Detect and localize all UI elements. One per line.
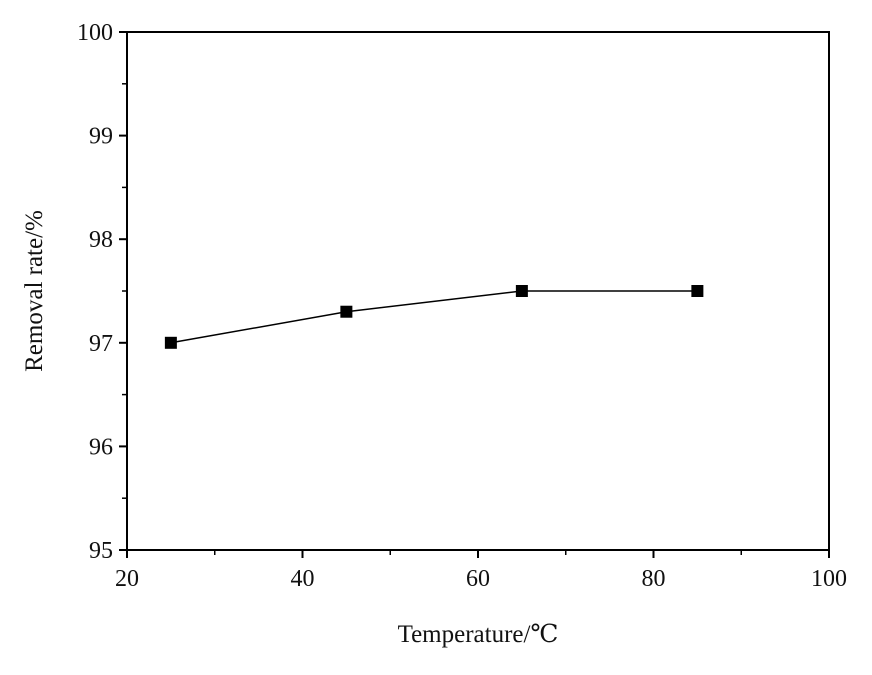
series-layer bbox=[164, 285, 704, 349]
x-tick-label: 20 bbox=[115, 566, 139, 592]
x-tick-label: 60 bbox=[466, 566, 490, 592]
data-point-marker bbox=[340, 305, 353, 318]
minor-ticks bbox=[122, 83, 742, 555]
y-tick-label: 99 bbox=[89, 124, 113, 150]
plot-frame bbox=[126, 31, 830, 551]
x-tick-labels: 20 40 60 80 100 bbox=[115, 566, 847, 592]
data-point-marker bbox=[691, 285, 704, 297]
x-tick-label: 100 bbox=[811, 566, 847, 592]
y-tick-label: 98 bbox=[89, 227, 113, 253]
x-axis-title: Temperature/℃ bbox=[398, 621, 559, 648]
data-point-marker bbox=[164, 336, 177, 349]
x-tick-label: 40 bbox=[291, 566, 315, 592]
y-tick-labels: 95 96 97 98 99 100 bbox=[77, 20, 113, 564]
data-point-marker bbox=[515, 285, 528, 297]
x-tick-label: 80 bbox=[642, 566, 666, 592]
y-axis-title: Removal rate/% bbox=[21, 210, 48, 372]
y-tick-label: 97 bbox=[89, 331, 113, 357]
y-tick-label: 96 bbox=[89, 434, 113, 460]
y-tick-label: 95 bbox=[89, 538, 113, 564]
major-ticks bbox=[119, 31, 830, 558]
y-tick-label: 100 bbox=[77, 20, 113, 46]
series-line bbox=[170, 290, 698, 344]
